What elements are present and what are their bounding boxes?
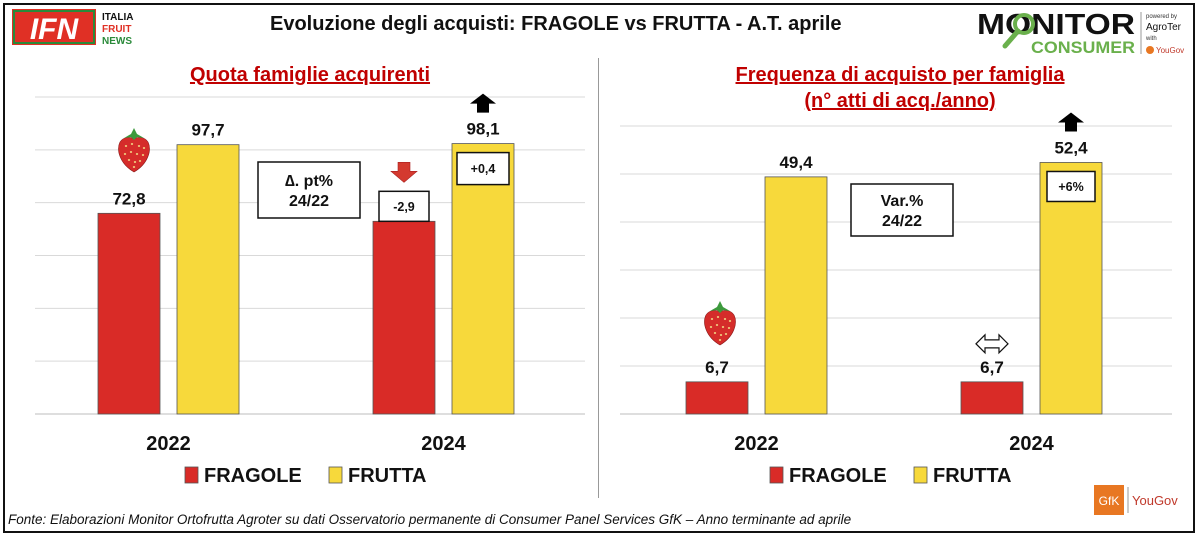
chart1-down-arrow-icon-fragole — [390, 162, 418, 183]
chart2-data-label-frutta-2024: 52,4 — [1054, 138, 1088, 157]
chart1-data-label-fragole-2022: 72,8 — [112, 189, 145, 208]
svg-text:with: with — [1145, 36, 1157, 42]
chart1-change-box-fragole-line-1: -2,9 — [393, 200, 415, 214]
monitor-consumer-logo: MONITOR CONSUMER powered by AgroTer with… — [977, 9, 1184, 57]
chart2-data-label-fragole-2024: 6,7 — [980, 358, 1004, 377]
chart1-strawberry-icon — [118, 128, 150, 173]
chart2-legend-label-frutta: FRUTTA — [933, 465, 1012, 487]
magnifier-icon — [1013, 13, 1035, 35]
chart1-annotation-box-line-2: 24/22 — [289, 193, 329, 210]
chart2-bar-fragole-2024 — [960, 381, 1024, 415]
chart2-category-label-2024: 2024 — [1009, 433, 1054, 455]
ifn-logo-line3: NEWS — [102, 36, 132, 45]
chart1-bar-frutta-2022 — [176, 144, 240, 415]
chart1-change-box-frutta — [456, 151, 510, 186]
chart1-data-label-frutta-2024: 98,1 — [466, 120, 499, 139]
yougov-logo-text: YouGov — [1132, 493, 1178, 508]
chart2-data-label-fragole-2022: 6,7 — [705, 358, 729, 377]
chart2-data-label-frutta-2022: 49,4 — [779, 153, 813, 172]
chart2-bar-fragole-2022 — [685, 381, 749, 415]
chart2-legend-swatch-frutta — [913, 466, 928, 484]
chart1-data-label-frutta-2022: 97,7 — [191, 121, 224, 140]
monitor-logo-bottom: CONSUMER — [1031, 38, 1135, 57]
chart1-legend-label-frutta: FRUTTA — [348, 465, 427, 487]
chart1-up-arrow-icon-frutta — [470, 93, 496, 113]
chart2-title: Frequenza di acquisto per famiglia — [735, 64, 1065, 86]
chart1-annotation-box-line-1: ∆. pt% — [285, 173, 333, 190]
chart2-bar-frutta-2022 — [764, 176, 828, 415]
chart2-left-right-arrow-icon — [975, 333, 1009, 355]
chart1-annotation-box — [257, 161, 361, 219]
chart2-annotation-box-line-2: 24/22 — [882, 213, 922, 230]
ifn-logo-line1: ITALIA — [102, 12, 133, 23]
chart2-bar-frutta-2024 — [1039, 162, 1103, 415]
gfk-yougov-logo: GfK YouGov — [1094, 485, 1178, 515]
chart1-bar-fragole-2024 — [372, 220, 436, 415]
monitor-logo-top: MONITOR — [977, 9, 1135, 41]
chart2-category-label-2022: 2022 — [734, 433, 779, 455]
chart2-strawberry-icon — [704, 301, 736, 346]
chart1-legend-swatch-fragole — [184, 466, 199, 484]
chart1-change-box-fragole — [378, 190, 430, 223]
ifn-logo: IFN ITALIA FRUIT NEWS — [12, 9, 133, 45]
chart1-change-box-frutta-line-1: +0,4 — [471, 162, 496, 176]
chart2-change-box-frutta-line-1: +6% — [1058, 180, 1083, 194]
chart2-legend-swatch-fragole — [769, 466, 784, 484]
chart1-legend-label-fragole: FRAGOLE — [204, 465, 302, 487]
gfk-logo-text: GfK — [1099, 494, 1120, 508]
ifn-logo-line2: FRUIT — [102, 24, 131, 35]
chart1-legend-swatch-frutta — [328, 466, 343, 484]
chart1-bar-fragole-2022 — [97, 212, 161, 415]
chart1-bar-frutta-2024 — [451, 143, 515, 415]
svg-text:AgroTer: AgroTer — [1146, 22, 1182, 33]
chart2-up-arrow-icon-frutta — [1058, 112, 1084, 132]
panel-divider — [598, 58, 599, 498]
svg-text:powered by: powered by — [1146, 14, 1177, 20]
ifn-logo-text: IFN — [30, 13, 80, 45]
source-note: Fonte: Elaborazioni Monitor Ortofrutta A… — [8, 512, 852, 527]
main-title: Evoluzione degli acquisti: FRAGOLE vs FR… — [270, 13, 842, 35]
chart2-legend-label-fragole: FRAGOLE — [789, 465, 887, 487]
chart2-change-box-frutta — [1046, 170, 1096, 203]
svg-text:YouGov: YouGov — [1156, 46, 1184, 55]
chart2-annotation-box-line-1: Var.% — [881, 193, 924, 210]
chart2-subtitle: (n° atti di acq./anno) — [804, 90, 996, 112]
chart1-title: Quota famiglie acquirenti — [189, 64, 431, 86]
chart1-category-label-2024: 2024 — [421, 433, 466, 455]
chart2-annotation-box — [850, 183, 954, 237]
chart1-category-label-2022: 2022 — [146, 433, 191, 455]
